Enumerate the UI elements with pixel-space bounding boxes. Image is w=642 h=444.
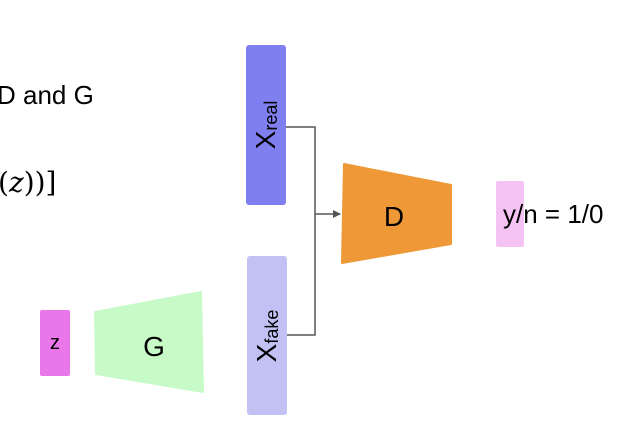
formula-variable: z xyxy=(8,166,24,199)
generator-shape xyxy=(94,291,204,393)
discriminator-shape xyxy=(341,163,452,264)
noise-input-block: z xyxy=(40,310,70,376)
output-block xyxy=(496,181,524,247)
connector-fake xyxy=(287,214,316,336)
formula-fragment: (z))] xyxy=(0,166,56,199)
discriminator-label: D xyxy=(384,201,404,232)
connector-real xyxy=(286,126,316,214)
formula-closing: ))] xyxy=(23,166,57,199)
generator-label: G xyxy=(143,331,165,362)
x-fake-label: Xfake xyxy=(251,309,282,362)
output-label: y/n = 1/0 xyxy=(503,199,604,229)
top-text-line: D and G xyxy=(0,80,94,110)
noise-input-label: z xyxy=(50,332,60,354)
x-real-label: Xreal xyxy=(250,100,281,150)
x-real-block: Xreal xyxy=(246,45,286,205)
x-fake-block: Xfake xyxy=(247,256,287,415)
